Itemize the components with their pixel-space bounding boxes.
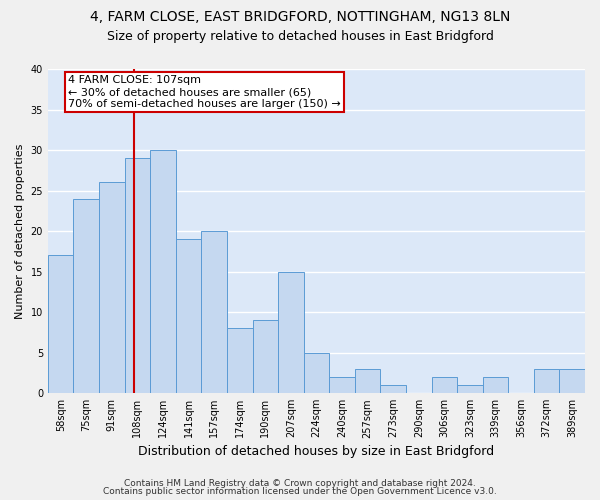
Bar (355, 369, 380, 393)
Bar (482, 377, 508, 393)
Bar (380, 385, 406, 393)
Y-axis label: Number of detached properties: Number of detached properties (15, 144, 25, 319)
Bar (329, 377, 355, 393)
Text: 4, FARM CLOSE, EAST BRIDGFORD, NOTTINGHAM, NG13 8LN: 4, FARM CLOSE, EAST BRIDGFORD, NOTTINGHA… (90, 10, 510, 24)
Bar (457, 385, 482, 393)
Text: Contains public sector information licensed under the Open Government Licence v3: Contains public sector information licen… (103, 487, 497, 496)
Bar (559, 369, 585, 393)
Bar (99, 182, 125, 393)
Bar (48, 256, 73, 393)
Bar (431, 377, 457, 393)
Bar (253, 320, 278, 393)
Text: Size of property relative to detached houses in East Bridgford: Size of property relative to detached ho… (107, 30, 493, 43)
Bar (73, 198, 99, 393)
Text: 4 FARM CLOSE: 107sqm
← 30% of detached houses are smaller (65)
70% of semi-detac: 4 FARM CLOSE: 107sqm ← 30% of detached h… (68, 76, 341, 108)
Bar (176, 239, 202, 393)
X-axis label: Distribution of detached houses by size in East Bridgford: Distribution of detached houses by size … (139, 444, 494, 458)
Bar (534, 369, 559, 393)
Bar (227, 328, 253, 393)
Bar (202, 231, 227, 393)
Text: Contains HM Land Registry data © Crown copyright and database right 2024.: Contains HM Land Registry data © Crown c… (124, 478, 476, 488)
Bar (278, 272, 304, 393)
Bar (125, 158, 150, 393)
Bar (150, 150, 176, 393)
Bar (304, 352, 329, 393)
